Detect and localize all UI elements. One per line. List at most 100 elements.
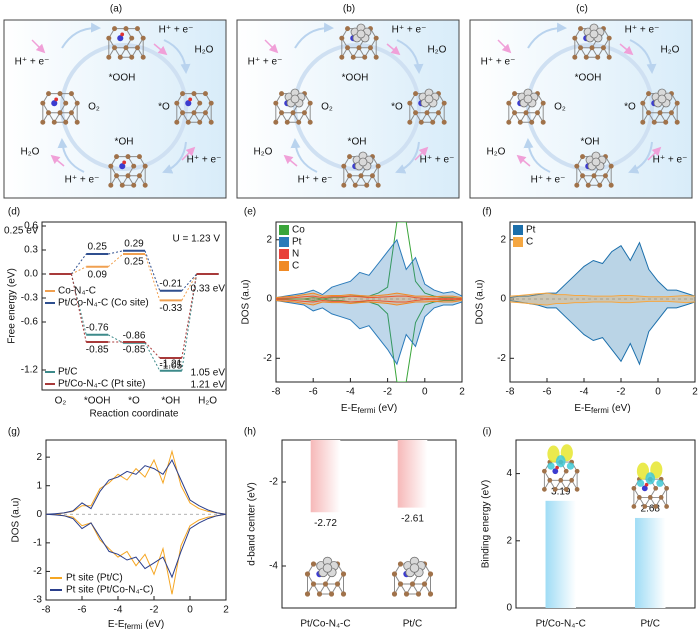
y-tick-label: 0 xyxy=(506,603,512,614)
legend-label: Co-N₄-C xyxy=(58,286,96,297)
x-tick-label: -6 xyxy=(543,387,552,398)
annotation: 0.25 eV xyxy=(4,226,39,237)
proton-electron: H⁺ + e⁻ xyxy=(65,175,100,186)
x-axis-label-main: E-E xyxy=(574,403,591,414)
value-label: -2.72 xyxy=(314,518,337,529)
intermediate: O₂ xyxy=(88,102,100,113)
y-tick-label: 2 xyxy=(500,234,506,245)
panel-label: (i) xyxy=(483,427,492,438)
connector xyxy=(144,342,161,372)
value-label: -0.85 xyxy=(123,345,146,356)
cycle-arrow xyxy=(294,22,334,49)
proton-electron: H⁺ + e⁻ xyxy=(159,25,194,36)
step-arrow xyxy=(414,146,429,161)
legend-label: Pt xyxy=(526,225,536,236)
dos-curve xyxy=(276,292,462,299)
intermediate: *OH xyxy=(115,137,134,148)
connector xyxy=(144,253,161,301)
connector xyxy=(70,273,87,343)
legend-swatch xyxy=(279,225,289,235)
step-arrow xyxy=(647,146,662,161)
x-tick-label: -4 xyxy=(580,387,589,398)
x-tick-label: 0 xyxy=(655,387,661,398)
bar xyxy=(545,500,576,608)
x-axis-label-unit: (eV) xyxy=(378,403,397,414)
step-arrow xyxy=(283,154,298,167)
y-axis-label: Binding energy (eV) xyxy=(481,480,492,568)
intermediate: *OOH xyxy=(109,73,136,84)
y-axis-label: Free energy (eV) xyxy=(7,268,18,344)
panel-label: (d) xyxy=(8,207,20,218)
x-tick-label: -4 xyxy=(114,605,123,616)
y-tick-label: 0 xyxy=(500,294,506,305)
x-axis-label-main: E-E xyxy=(108,619,125,630)
legend-label: Pt xyxy=(292,237,302,248)
chart-title: U = 1.23 V xyxy=(172,234,220,245)
annotation: 0.33 eV xyxy=(191,284,226,295)
dos-curve xyxy=(510,300,695,306)
dos-area xyxy=(276,299,462,305)
x-tick-label: 0 xyxy=(422,387,428,398)
legend-swatch xyxy=(513,237,523,247)
intermediate: O₂ xyxy=(321,102,333,113)
cycle-arrow xyxy=(290,138,318,173)
proton-electron: H⁺ + e⁻ xyxy=(420,155,455,166)
x-axis-label-sub: fermi xyxy=(357,406,375,415)
intermediate: *O xyxy=(391,102,403,113)
cycle-arrow xyxy=(61,22,101,49)
x-tick-label: -8 xyxy=(42,605,51,616)
value-label: 0.25 xyxy=(124,257,144,268)
x-tick-label: -2 xyxy=(617,387,626,398)
x-axis-label-unit: (eV) xyxy=(612,403,631,414)
x-tick-label: -2 xyxy=(383,387,392,398)
x-axis-label-unit: (eV) xyxy=(145,619,164,630)
y-tick-label: 0 xyxy=(36,509,42,520)
y-axis-label: DOS (a.u) xyxy=(11,497,22,542)
intermediate: *O xyxy=(624,102,636,113)
y-tick-label: -2 xyxy=(33,566,42,577)
value-label: -0.86 xyxy=(123,330,146,341)
panel-label: (e) xyxy=(244,207,256,218)
x-tick-label: Pt/Co-N₄-C xyxy=(536,619,586,630)
y-tick-label: 4 xyxy=(506,468,512,479)
water: H₂O xyxy=(195,45,214,56)
legend-swatch xyxy=(279,261,289,271)
step-arrow xyxy=(264,39,279,54)
y-tick-label: -2 xyxy=(263,353,272,364)
y-tick-label: 0 xyxy=(266,294,272,305)
panel-label: (g) xyxy=(8,427,20,438)
bar xyxy=(635,517,666,608)
x-tick-label: *O xyxy=(128,396,140,407)
x-tick-label: *OH xyxy=(161,396,180,407)
x-axis-label: E-Efermi (eV) xyxy=(574,403,630,415)
annotation: 1.05 eV xyxy=(191,368,226,379)
proton-electron: H⁺ + e⁻ xyxy=(625,25,660,36)
pt-cluster xyxy=(316,556,339,578)
y-tick-label: -0.6 xyxy=(21,317,39,328)
proton-electron: H⁺ + e⁻ xyxy=(187,155,222,166)
legend-swatch xyxy=(513,225,523,235)
y-tick-label: -4 xyxy=(269,561,278,572)
value-label: 0.25 xyxy=(87,242,107,253)
legend-label: C xyxy=(526,237,533,248)
step-arrow xyxy=(153,43,168,56)
charge-density xyxy=(547,444,575,470)
y-tick-label: -0.3 xyxy=(21,293,39,304)
x-tick-label: -8 xyxy=(506,387,515,398)
intermediate: *O xyxy=(158,102,170,113)
y-axis-label: DOS (a.u) xyxy=(475,279,486,324)
x-axis-label: Reaction coordinate xyxy=(90,409,179,420)
dos-curve xyxy=(510,292,695,298)
value-label: -0.21 xyxy=(159,278,182,289)
value-label: -1.05 xyxy=(159,361,182,372)
bar xyxy=(397,440,428,508)
dos-curve xyxy=(276,238,462,299)
cycle-arrow xyxy=(629,39,657,74)
x-tick-label: -8 xyxy=(272,387,281,398)
connector xyxy=(181,273,198,301)
legend-label: C xyxy=(292,261,299,272)
dos-curve xyxy=(276,300,462,366)
legend-swatch xyxy=(279,237,289,247)
